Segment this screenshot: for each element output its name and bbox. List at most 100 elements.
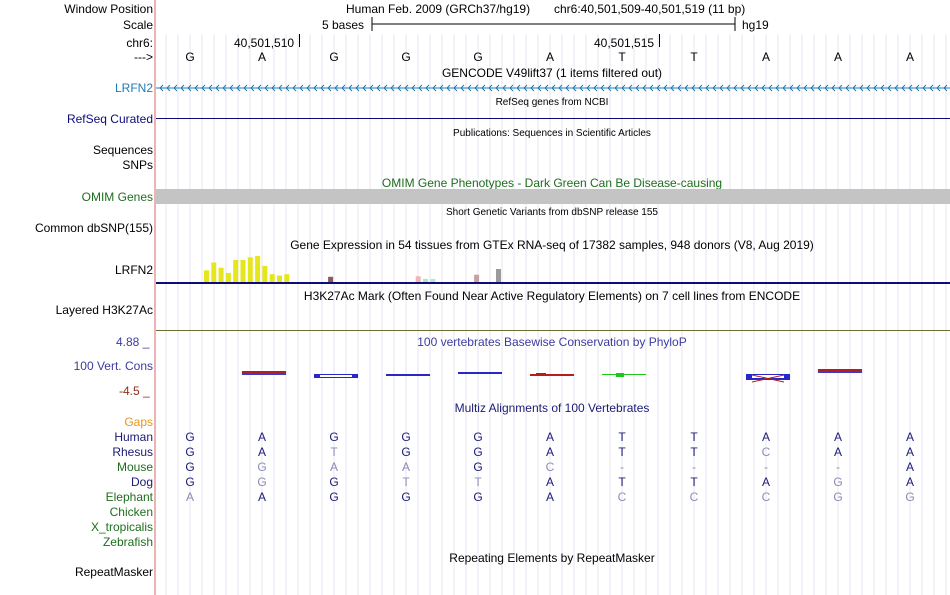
aligned-base: G <box>473 490 483 504</box>
reference-base: A <box>257 50 266 64</box>
aligned-base: G <box>833 475 843 489</box>
multiz-title[interactable]: Multiz Alignments of 100 Vertebrates <box>454 401 650 415</box>
species-label[interactable]: X_tropicalis <box>90 520 153 534</box>
scale-bar <box>371 17 736 31</box>
phylop-wiggle[interactable] <box>156 362 950 386</box>
coord-tick-b <box>659 34 660 47</box>
aligned-base: G <box>473 445 483 459</box>
repeatmasker-label[interactable]: RepeatMasker <box>74 565 153 579</box>
gtex-tissue-bar <box>328 276 334 282</box>
strand-arrow <box>901 84 906 92</box>
h3k27ac-label[interactable]: Layered H3K27Ac <box>55 303 153 317</box>
aligned-base: A <box>545 490 554 504</box>
species-label[interactable]: Zebrafish <box>102 535 153 549</box>
strand-arrow <box>376 84 381 92</box>
strand-arrow <box>383 84 388 92</box>
species-label[interactable]: Human <box>114 430 153 444</box>
strand-arrow <box>285 84 290 92</box>
gencode-gene-feature[interactable] <box>156 82 950 94</box>
aligned-base: G <box>185 460 195 474</box>
strand-arrow <box>397 84 402 92</box>
strand-arrow <box>348 84 353 92</box>
strand-arrow <box>740 84 745 92</box>
omim-label[interactable]: OMIM Genes <box>81 190 153 204</box>
strand-arrow <box>432 84 437 92</box>
strand-arrow <box>362 84 367 92</box>
aligned-base: A <box>545 445 554 459</box>
aligned-base: A <box>329 460 338 474</box>
aligned-base: G <box>833 490 843 504</box>
repeatmasker-title[interactable]: Repeating Elements by RepeatMasker <box>449 551 655 565</box>
species-label[interactable]: Chicken <box>109 505 153 519</box>
aligned-base: G <box>401 445 411 459</box>
strand-arrow <box>369 84 374 92</box>
reference-base: G <box>329 50 339 64</box>
gtex-tissue-bar <box>277 275 282 282</box>
species-label[interactable]: Dog <box>130 475 153 489</box>
aligned-base: A <box>257 430 266 444</box>
strand-arrow <box>194 84 199 92</box>
h3k27ac-baseline <box>156 330 950 331</box>
strand-arrow <box>712 84 717 92</box>
h3k27ac-title[interactable]: H3K27Ac Mark (Often Found Near Active Re… <box>303 289 801 303</box>
species-label[interactable]: Elephant <box>105 490 153 504</box>
strand-arrow <box>341 84 346 92</box>
gaps-label[interactable]: Gaps <box>124 415 153 429</box>
strand-arrow <box>264 84 269 92</box>
strand-arrow <box>180 84 185 92</box>
gencode-label[interactable]: LRFN2 <box>114 81 153 95</box>
strand-arrow <box>439 84 444 92</box>
gtex-tissue-bar <box>204 270 209 282</box>
aligned-base: G <box>257 475 267 489</box>
aligned-base: G <box>257 460 267 474</box>
dbsnp-title[interactable]: Short Genetic Variants from dbSNP releas… <box>446 207 658 218</box>
aligned-base: C <box>545 460 555 474</box>
reference-base: T <box>618 50 626 64</box>
strand-arrow <box>894 84 899 92</box>
strand-arrow <box>593 84 598 92</box>
strand-arrow <box>831 84 836 92</box>
strand-arrow <box>453 84 458 92</box>
strand-arrow <box>670 84 675 92</box>
publications-label-sequences[interactable]: Sequences <box>92 143 153 157</box>
publications-title[interactable]: Publications: Sequences in Scientific Ar… <box>453 128 651 139</box>
aligned-base: T <box>474 475 482 489</box>
strand-arrow <box>936 84 941 92</box>
publications-label-snps[interactable]: SNPs <box>122 158 153 172</box>
strand-arrow <box>929 84 934 92</box>
position-title: chr6:40,501,509-40,501,519 (11 bp) <box>554 2 746 16</box>
strand-arrow <box>187 84 192 92</box>
strand-arrow <box>446 84 451 92</box>
strand-arrow <box>775 84 780 92</box>
reference-base: G <box>473 50 483 64</box>
gencode-title[interactable]: GENCODE V49lift37 (1 items filtered out) <box>441 66 663 80</box>
omim-title[interactable]: OMIM Gene Phenotypes - Dark Green Can Be… <box>381 176 723 190</box>
species-label[interactable]: Rhesus <box>112 445 153 459</box>
aligned-base: G <box>401 430 411 444</box>
refseq-gene-line[interactable] <box>156 118 950 119</box>
aligned-base: G <box>185 475 195 489</box>
refseq-title[interactable]: RefSeq genes from NCBI <box>495 97 609 108</box>
strand-arrow <box>425 84 430 92</box>
gtex-bar-chart[interactable] <box>156 250 950 286</box>
phylop-label[interactable]: 100 Vert. Cons <box>73 359 153 373</box>
phylop-title[interactable]: 100 vertebrates Basewise Conservation by… <box>417 335 687 349</box>
strand-arrow <box>719 84 724 92</box>
strand-arrow <box>649 84 654 92</box>
aligned-base: A <box>185 490 194 504</box>
strand-arrow <box>586 84 591 92</box>
strand-arrow <box>229 84 234 92</box>
gtex-title[interactable]: Gene Expression in 54 tissues from GTEx … <box>290 238 814 252</box>
strand-arrow <box>530 84 535 92</box>
strand-arrow <box>866 84 871 92</box>
omim-feature-bar[interactable] <box>156 189 950 204</box>
refseq-label[interactable]: RefSeq Curated <box>66 112 153 126</box>
gtex-label[interactable]: LRFN2 <box>114 263 153 277</box>
strand-arrow <box>411 84 416 92</box>
dbsnp-label[interactable]: Common dbSNP(155) <box>34 221 153 235</box>
gtex-tissue-bar <box>474 274 480 282</box>
aligned-base: - <box>836 460 840 474</box>
gtex-tissue-bar <box>415 276 421 282</box>
species-label[interactable]: Mouse <box>116 460 153 474</box>
strand-arrow <box>817 84 822 92</box>
